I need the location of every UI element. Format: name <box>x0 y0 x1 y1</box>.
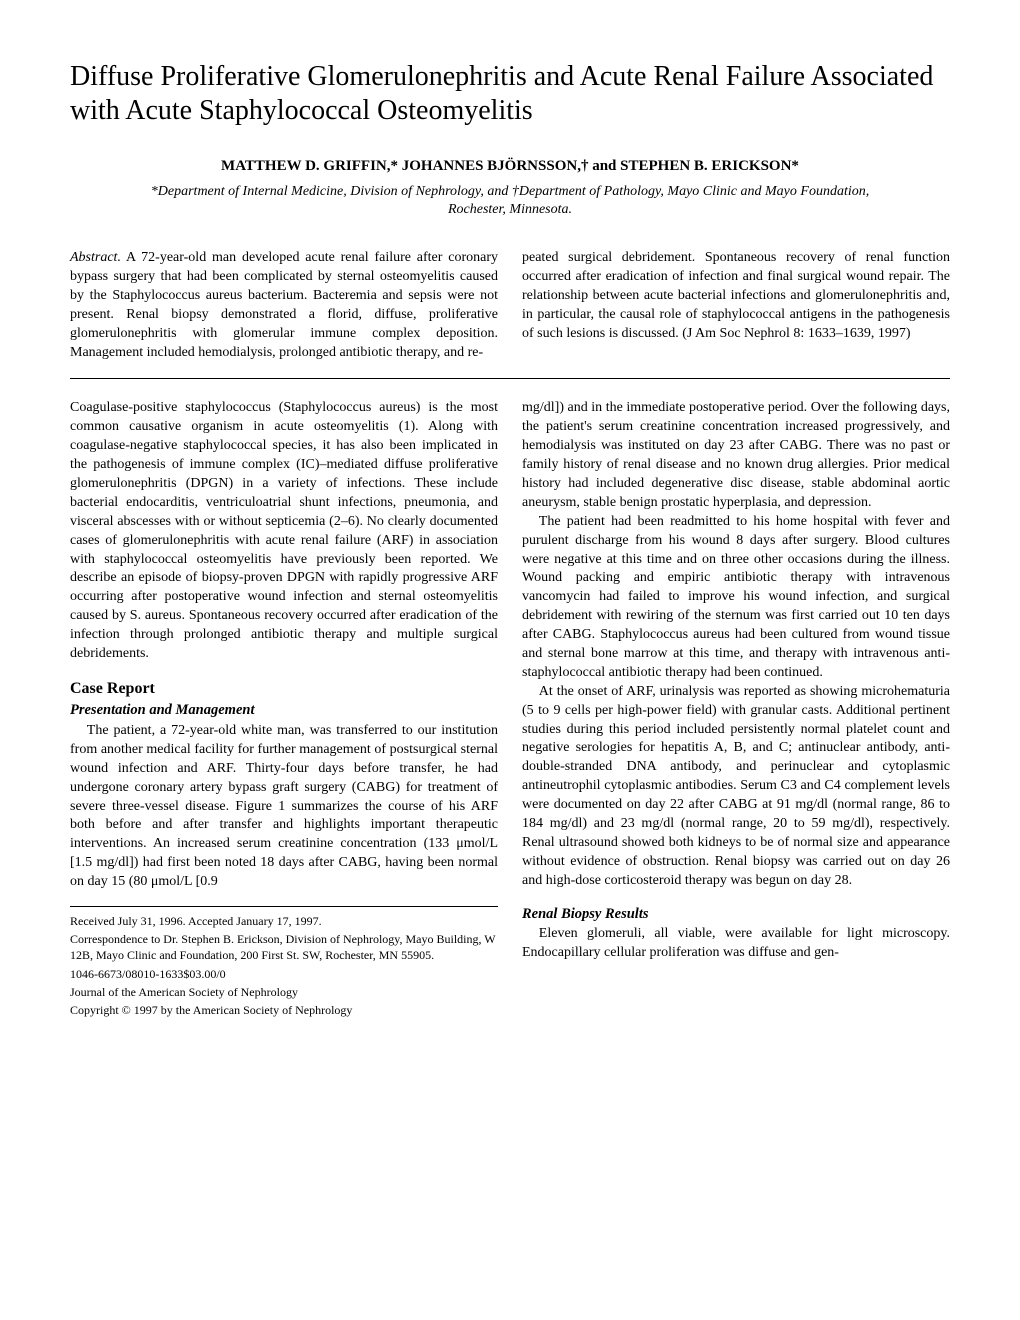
abstract-left-column: Abstract. A 72-year-old man developed ac… <box>70 249 498 362</box>
footnote-issn: 1046-6673/08010-1633$03.00/0 <box>70 966 498 982</box>
abstract-left-text: A 72-year-old man developed acute renal … <box>70 250 498 359</box>
authors-line: MATTHEW D. GRIFFIN,* JOHANNES BJÖRNSSON,… <box>70 157 950 177</box>
abstract-right-text: peated surgical debridement. Spontaneous… <box>522 250 950 341</box>
footnote-copyright: Copyright © 1997 by the American Society… <box>70 1002 498 1018</box>
body-right-column: mg/dl]) and in the immediate postoperati… <box>522 399 950 1020</box>
abstract-label: Abstract. <box>70 250 121 265</box>
footnote-received: Received July 31, 1996. Accepted January… <box>70 913 498 929</box>
presentation-paragraph: The patient, a 72-year-old white man, wa… <box>70 722 498 892</box>
abstract-right-column: peated surgical debridement. Spontaneous… <box>522 249 950 362</box>
case-report-heading: Case Report <box>70 678 498 700</box>
right-paragraph-2: The patient had been readmitted to his h… <box>522 513 950 683</box>
right-paragraph-3: At the onset of ARF, urinalysis was repo… <box>522 683 950 891</box>
footnotes-block: Received July 31, 1996. Accepted January… <box>70 913 498 1018</box>
body-left-column: Coagulase-positive staphylococcus (Staph… <box>70 399 498 1020</box>
article-title: Diffuse Proliferative Glomerulonephritis… <box>70 60 950 127</box>
right-paragraph-1: mg/dl]) and in the immediate postoperati… <box>522 399 950 512</box>
abstract-section: Abstract. A 72-year-old man developed ac… <box>70 249 950 379</box>
body-section: Coagulase-positive staphylococcus (Staph… <box>70 399 950 1020</box>
affiliation-line: *Department of Internal Medicine, Divisi… <box>70 183 950 219</box>
right-paragraph-4: Eleven glomeruli, all viable, were avail… <box>522 925 950 963</box>
presentation-heading: Presentation and Management <box>70 701 498 721</box>
footnote-correspondence: Correspondence to Dr. Stephen B. Erickso… <box>70 931 498 963</box>
renal-biopsy-heading: Renal Biopsy Results <box>522 905 950 925</box>
footnote-journal: Journal of the American Society of Nephr… <box>70 984 498 1000</box>
intro-paragraph: Coagulase-positive staphylococcus (Staph… <box>70 399 498 663</box>
footnote-divider <box>70 906 498 907</box>
